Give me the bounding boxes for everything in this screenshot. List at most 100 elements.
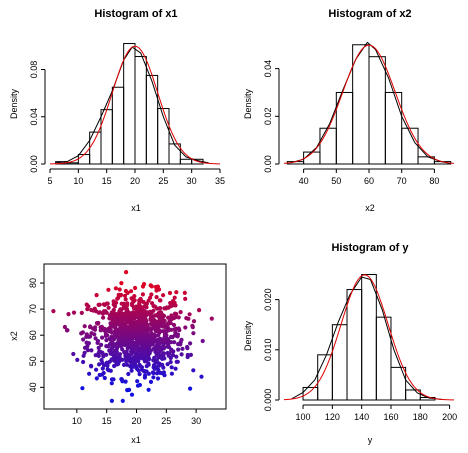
scatter-point bbox=[156, 351, 161, 356]
scatter-point bbox=[178, 342, 183, 347]
scatter-point bbox=[137, 301, 142, 306]
scatter-point bbox=[167, 290, 173, 296]
scatter-point bbox=[110, 341, 115, 347]
scatter-point bbox=[89, 348, 94, 353]
hx1-normal-curve bbox=[49, 45, 221, 165]
scatter-point bbox=[148, 379, 154, 384]
scatter-point bbox=[139, 349, 144, 354]
scatter-point bbox=[88, 324, 93, 329]
scatter-point bbox=[149, 292, 154, 297]
scatter-point bbox=[124, 270, 129, 275]
scatter-point bbox=[134, 366, 140, 371]
scatter-point bbox=[136, 305, 141, 310]
scatter-x-tick-label: 10 bbox=[72, 416, 82, 426]
scatter-point bbox=[151, 303, 156, 309]
scatter-point bbox=[137, 372, 142, 377]
scatter-point bbox=[114, 300, 119, 305]
scatter-point bbox=[126, 371, 131, 377]
scatter-point bbox=[191, 331, 196, 336]
scatter-point bbox=[84, 302, 89, 307]
scatter-point bbox=[153, 333, 158, 338]
hy-x-tick-label: 180 bbox=[413, 412, 428, 422]
scatter-point bbox=[133, 285, 138, 291]
scatter-point bbox=[169, 340, 174, 345]
histogram-x1-title: Histogram of x1 bbox=[94, 8, 177, 20]
scatter-point bbox=[164, 305, 169, 310]
scatter-point bbox=[115, 360, 120, 366]
hx1-y-tick-label: 0.04 bbox=[29, 108, 39, 126]
scatter-point bbox=[145, 334, 150, 339]
scatter-point bbox=[183, 325, 188, 330]
scatter-point bbox=[131, 312, 136, 317]
scatter-point bbox=[197, 308, 202, 313]
scatter-point bbox=[113, 286, 118, 291]
scatter-point bbox=[66, 312, 71, 317]
scatter-point bbox=[112, 318, 117, 323]
scatter-point bbox=[167, 351, 172, 357]
scatter-point bbox=[152, 320, 157, 325]
scatter-point bbox=[150, 325, 155, 331]
hy-bar bbox=[346, 289, 363, 401]
scatter-point bbox=[152, 366, 157, 371]
hx1-x-tick-label: 30 bbox=[187, 176, 197, 186]
scatter-point bbox=[148, 348, 153, 353]
scatter-point bbox=[137, 362, 142, 367]
scatter-point bbox=[116, 343, 121, 348]
scatter-point bbox=[88, 363, 94, 368]
scatter-point bbox=[135, 340, 141, 345]
scatter-point bbox=[123, 311, 128, 316]
scatter-point bbox=[115, 313, 121, 318]
scatter-point bbox=[100, 335, 105, 340]
scatter-point bbox=[82, 324, 87, 329]
scatter-point bbox=[146, 354, 151, 359]
scatter-point bbox=[186, 316, 191, 321]
histogram-x1-plot: 5 10 15 20 25 30 35 0.00 0.04 0.08 bbox=[29, 43, 225, 186]
scatter-point bbox=[114, 346, 119, 351]
hy-x-tick-label: 200 bbox=[442, 412, 457, 422]
scatter-point bbox=[113, 323, 118, 328]
hx1-bar bbox=[179, 158, 193, 165]
scatter-point bbox=[71, 310, 77, 315]
scatter-point bbox=[100, 350, 105, 355]
hx1-bar bbox=[77, 154, 91, 165]
scatter-point bbox=[62, 324, 67, 330]
hx2-x-tick-label: 50 bbox=[331, 176, 341, 186]
scatter-point bbox=[174, 354, 179, 359]
hx2-x-tick-label: 40 bbox=[299, 176, 309, 186]
hx1-bar bbox=[134, 56, 147, 165]
scatter-point bbox=[89, 307, 94, 313]
scatter-point bbox=[178, 310, 183, 315]
hy-x-tick-label: 140 bbox=[354, 412, 369, 422]
scatter-point bbox=[129, 342, 134, 347]
scatter-point bbox=[139, 365, 145, 370]
scatter-point bbox=[138, 331, 143, 336]
scatter-point bbox=[104, 352, 109, 357]
scatter-y-tick-label: 40 bbox=[28, 382, 38, 392]
scatter-point bbox=[140, 338, 145, 343]
scatter-point bbox=[64, 328, 70, 333]
hy-normal-curve bbox=[283, 274, 455, 401]
scatter-point bbox=[165, 337, 171, 342]
scatter-point bbox=[140, 312, 145, 317]
scatter-point bbox=[139, 354, 144, 359]
scatter-point bbox=[171, 322, 177, 328]
scatter-point bbox=[118, 336, 124, 341]
scatter-point bbox=[169, 365, 174, 370]
scatter-point bbox=[179, 352, 184, 357]
scatter-xlabel: x1 bbox=[131, 435, 141, 445]
scatter-point bbox=[156, 342, 161, 347]
scatter-point bbox=[173, 315, 178, 320]
hx1-x-tick-label: 5 bbox=[47, 176, 52, 186]
scatter-plot: 10 15 20 25 30 40 50 60 70 80 bbox=[28, 263, 227, 426]
scatter-point bbox=[183, 296, 188, 301]
scatter-point bbox=[121, 315, 126, 320]
scatter-point bbox=[145, 322, 150, 327]
scatter-point bbox=[142, 309, 147, 314]
histogram-x2-xlabel: x2 bbox=[365, 203, 375, 213]
scatter-x-tick-label: 30 bbox=[191, 416, 201, 426]
scatter-point bbox=[93, 336, 98, 341]
scatter-point bbox=[100, 311, 106, 316]
hx1-x-tick-label: 25 bbox=[158, 176, 168, 186]
hy-x-tick-label: 120 bbox=[325, 412, 340, 422]
scatter-point bbox=[148, 295, 153, 300]
